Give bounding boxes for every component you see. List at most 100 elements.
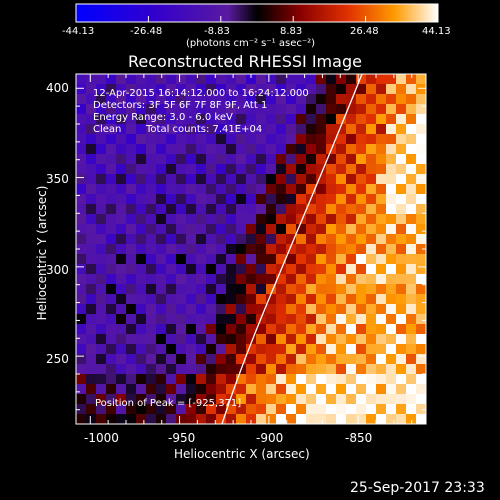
image-pixel <box>116 184 126 194</box>
image-pixel <box>376 154 386 164</box>
image-pixel <box>336 114 346 124</box>
image-pixel <box>136 394 146 404</box>
image-pixel <box>316 204 326 214</box>
image-pixel <box>396 144 406 154</box>
image-pixel <box>246 364 256 374</box>
image-pixel <box>356 174 366 184</box>
image-pixel <box>346 364 356 374</box>
image-pixel <box>226 154 236 164</box>
image-pixel <box>356 344 366 354</box>
image-pixel <box>406 394 416 404</box>
image-pixel <box>416 294 426 304</box>
image-pixel <box>386 124 396 134</box>
image-pixel <box>246 284 256 294</box>
image-pixel <box>166 264 176 274</box>
image-pixel <box>266 174 276 184</box>
image-pixel <box>366 374 376 384</box>
image-pixel <box>106 124 116 134</box>
image-pixel <box>266 164 276 174</box>
image-pixel <box>156 304 166 314</box>
image-pixel <box>216 334 226 344</box>
image-pixel <box>86 374 96 384</box>
image-pixel <box>166 234 176 244</box>
image-pixel <box>196 344 206 354</box>
image-pixel <box>346 204 356 214</box>
image-pixel <box>266 84 276 94</box>
image-pixel <box>126 254 136 264</box>
image-pixel <box>96 284 106 294</box>
y-tick-label: 400 <box>46 81 69 95</box>
image-pixel <box>306 364 316 374</box>
image-pixel <box>276 124 286 134</box>
image-pixel <box>196 324 206 334</box>
image-pixel <box>96 334 106 344</box>
image-pixel <box>86 194 96 204</box>
image-pixel <box>116 394 126 404</box>
image-pixel <box>306 84 316 94</box>
image-pixel <box>236 204 246 214</box>
image-pixel <box>186 344 196 354</box>
image-pixel <box>76 274 86 284</box>
image-pixel <box>386 394 396 404</box>
image-pixel <box>406 194 416 204</box>
image-pixel <box>336 414 346 424</box>
image-pixel <box>146 204 156 214</box>
image-pixel <box>356 104 366 114</box>
image-pixel <box>336 214 346 224</box>
image-pixel <box>86 354 96 364</box>
image-pixel <box>326 254 336 264</box>
image-pixel <box>286 194 296 204</box>
image-pixel <box>76 124 86 134</box>
y-tick-label: 350 <box>46 172 69 186</box>
image-pixel <box>296 194 306 204</box>
image-pixel <box>86 124 96 134</box>
image-pixel <box>266 214 276 224</box>
image-pixel <box>166 84 176 94</box>
image-pixel <box>376 384 386 394</box>
image-pixel <box>316 344 326 354</box>
image-pixel <box>336 84 346 94</box>
image-pixel <box>316 134 326 144</box>
image-pixel <box>176 374 186 384</box>
image-pixel <box>206 134 216 144</box>
image-pixel <box>396 94 406 104</box>
image-pixel <box>316 264 326 274</box>
image-pixel <box>196 194 206 204</box>
image-pixel <box>166 284 176 294</box>
image-pixel <box>246 74 256 84</box>
image-pixel <box>386 264 396 274</box>
image-pixel <box>256 114 266 124</box>
image-pixel <box>126 404 136 414</box>
image-pixel <box>146 404 156 414</box>
image-pixel <box>116 284 126 294</box>
image-pixel <box>166 214 176 224</box>
image-pixel <box>326 134 336 144</box>
image-pixel <box>76 94 86 104</box>
image-pixel <box>396 214 406 224</box>
image-pixel <box>276 334 286 344</box>
image-pixel <box>286 294 296 304</box>
image-pixel <box>326 354 336 364</box>
image-pixel <box>346 344 356 354</box>
image-pixel <box>306 254 316 264</box>
image-pixel <box>256 334 266 344</box>
image-pixel <box>186 114 196 124</box>
image-pixel <box>186 414 196 424</box>
image-pixel <box>286 244 296 254</box>
image-pixel <box>126 224 136 234</box>
image-pixel <box>216 324 226 334</box>
image-pixel <box>416 214 426 224</box>
image-pixel <box>196 124 206 134</box>
image-pixel <box>226 144 236 154</box>
image-pixel <box>416 384 426 394</box>
image-pixel <box>246 204 256 214</box>
image-pixel <box>116 204 126 214</box>
image-pixel <box>356 354 366 364</box>
image-pixel <box>316 184 326 194</box>
image-pixel <box>326 404 336 414</box>
image-pixel <box>356 144 366 154</box>
image-pixel <box>276 354 286 364</box>
image-pixel <box>86 324 96 334</box>
image-pixel <box>296 114 306 124</box>
image-pixel <box>176 94 186 104</box>
